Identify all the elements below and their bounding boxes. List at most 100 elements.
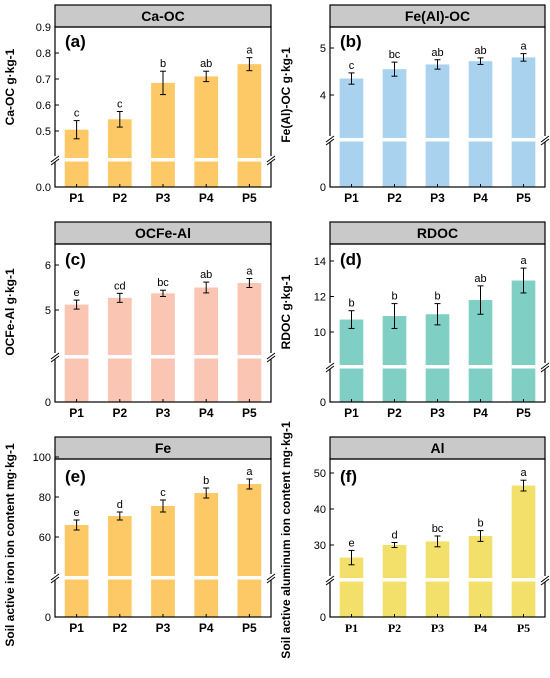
panel-letter: (d): [340, 250, 362, 269]
significance-letter: ab: [474, 45, 486, 57]
category-label: P5: [242, 621, 257, 635]
axis-break-mark: [325, 138, 335, 146]
category-label: P4: [474, 621, 487, 635]
bar-break-stripe: [425, 365, 450, 369]
bar: [425, 314, 450, 402]
y-tick-label: 0.8: [36, 48, 51, 60]
axis-break-mark: [325, 575, 335, 583]
bar-break-stripe: [468, 365, 493, 369]
axis-break-mark: [540, 362, 550, 370]
bar-break-stripe: [237, 158, 262, 162]
category-label: P3: [430, 191, 445, 205]
panel-title: Ca-OC: [141, 8, 185, 24]
y-axis-label: OCFe-Al g·kg-1: [3, 268, 17, 356]
bar-break-stripe: [511, 138, 536, 142]
y-axis-label: Fe(Al)-OC g·kg-1: [279, 47, 293, 143]
significance-letter: c: [349, 60, 355, 72]
category-label: P3: [156, 406, 171, 420]
significance-letter: a: [246, 266, 253, 278]
panel-letter: (b): [340, 32, 362, 51]
axis-break-mark: [266, 352, 276, 360]
bar-break-stripe: [468, 138, 493, 142]
axis-break-mark: [325, 135, 335, 143]
significance-letter: c: [160, 487, 166, 499]
bar-break-stripe: [151, 355, 175, 359]
axis-break-mark: [266, 158, 276, 166]
bar-break-stripe: [64, 355, 89, 359]
bar-break-stripe: [194, 355, 219, 359]
category-label: P4: [473, 406, 488, 420]
bar-break-stripe: [382, 578, 407, 582]
bar: [107, 516, 132, 617]
bar: [425, 64, 450, 187]
bar: [194, 287, 219, 402]
y-tick-label: 60: [39, 532, 51, 544]
bar: [468, 61, 493, 187]
significance-letter: ab: [200, 269, 212, 281]
category-label: P5: [516, 191, 531, 205]
bar-break-stripe: [151, 576, 175, 580]
bar-break-stripe: [339, 138, 364, 142]
plot-frame: [54, 26, 272, 188]
significance-letter: d: [117, 499, 123, 511]
category-label: P5: [517, 621, 530, 635]
y-tick-label: 0: [45, 397, 51, 409]
significance-letter: b: [203, 475, 209, 487]
category-label: P1: [69, 191, 84, 205]
category-label: P3: [156, 191, 171, 205]
bar-break-stripe: [382, 365, 407, 369]
axis-break-mark: [50, 576, 60, 584]
y-tick-label: 0: [320, 182, 326, 194]
significance-letter: b: [434, 291, 440, 303]
plot-frame: [329, 458, 546, 618]
y-tick-label: 30: [314, 540, 326, 552]
bar: [64, 525, 89, 617]
significance-letter: c: [74, 108, 80, 120]
category-label: P2: [112, 191, 127, 205]
category-label: P5: [516, 406, 531, 420]
plot-frame: [329, 26, 546, 188]
significance-letter: b: [391, 291, 397, 303]
significance-letter: a: [246, 45, 253, 57]
category-label: P4: [199, 621, 214, 635]
y-tick-label: 6: [45, 260, 51, 272]
bar-break-stripe: [468, 578, 493, 582]
bar: [511, 485, 536, 617]
axis-break-mark: [325, 365, 335, 373]
bar-break-stripe: [339, 578, 364, 582]
bar: [339, 78, 364, 187]
plot-frame: [329, 243, 546, 403]
bar: [237, 484, 262, 617]
axis-break-mark: [266, 573, 276, 581]
panel-e: Fe e P1 d P2 c P3 b P4 a P5 60 80 100 0 (e) Soil active …: [3, 436, 276, 647]
axis-break-mark: [266, 576, 276, 584]
category-label: P4: [473, 191, 488, 205]
panel-d: RDOC b P1 b P2 b P3 ab P4 a P5 10 12 14 0 (d) RDOC g·kg-…: [279, 221, 550, 420]
significance-letter: b: [160, 58, 166, 70]
significance-letter: a: [520, 467, 527, 479]
axis-break-mark: [50, 355, 60, 363]
bar-break-stripe: [237, 355, 262, 359]
y-axis-label: Soil active iron ion content mg·kg-1: [3, 443, 17, 647]
panel-title: OCFe-Al: [135, 225, 191, 241]
significance-letter: b: [477, 518, 483, 530]
bar: [468, 536, 493, 617]
bar: [511, 280, 536, 402]
plot-frame: [54, 458, 272, 618]
y-tick-label: 0.6: [36, 100, 51, 112]
axis-break-mark: [50, 158, 60, 166]
y-tick-label: 10: [314, 327, 326, 339]
significance-letter: a: [246, 466, 253, 478]
axis-break-mark: [266, 155, 276, 163]
significance-letter: e: [348, 537, 354, 549]
significance-letter: e: [74, 287, 80, 299]
bar: [64, 304, 89, 402]
panel-title: Fe: [155, 440, 172, 456]
category-label: P2: [112, 406, 127, 420]
axis-break-mark: [540, 575, 550, 583]
panel-letter: (c): [65, 250, 86, 269]
y-tick-label: 40: [314, 504, 326, 516]
y-tick-label: 5: [45, 305, 51, 317]
significance-letter: d: [391, 529, 397, 541]
bar-break-stripe: [339, 365, 364, 369]
